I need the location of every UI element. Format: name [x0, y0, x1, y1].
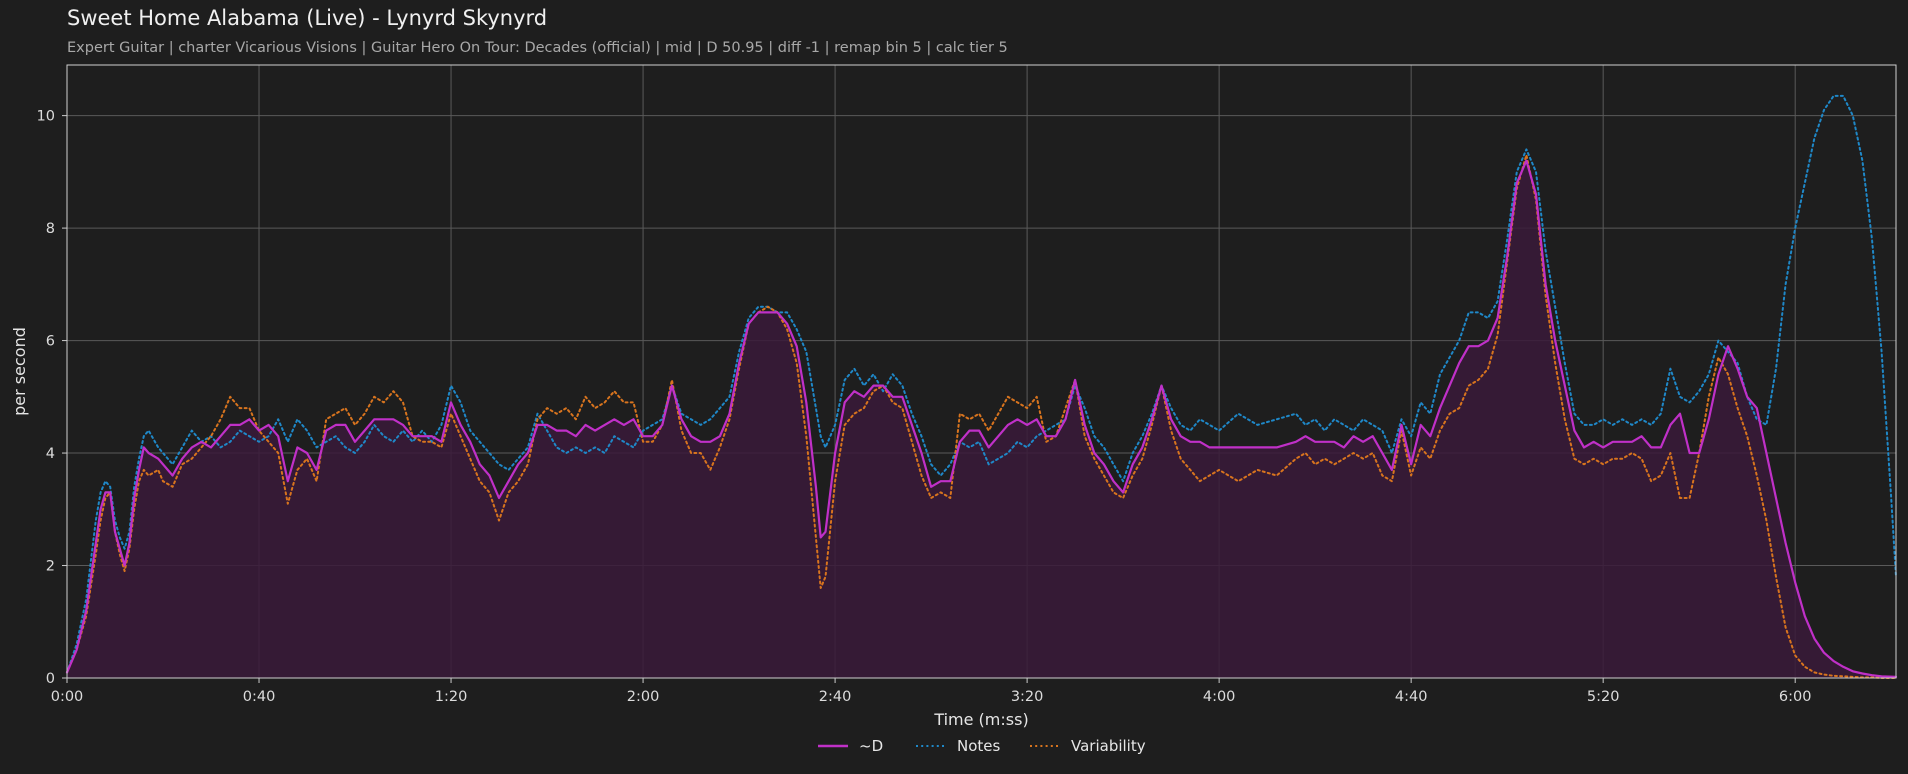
x-tick-label: 4:40 [1395, 689, 1428, 705]
series-line-notes [66, 94, 1897, 674]
series-line-variability [66, 154, 1897, 679]
x-tick-label: 0:40 [243, 689, 276, 705]
x-axis: 0:00 0:40 1:20 2:00 2:40 3:20 4:00 4:40 5:20 6:00 [51, 678, 1812, 705]
y-tick-label: 10 [37, 109, 55, 125]
legend: ~D Notes Variability [818, 737, 1146, 755]
x-tick-label: 0:00 [51, 689, 84, 705]
x-tick-label: 5:20 [1587, 689, 1620, 705]
y-tick-label: 8 [46, 221, 55, 237]
x-tick-label: 4:00 [1203, 689, 1236, 705]
y-axis: 0 2 4 6 8 10 [37, 109, 67, 687]
series-area-d [67, 160, 1896, 679]
legend-label: Variability [1071, 737, 1146, 755]
chart-subtitle: Expert Guitar | charter Vicarious Vision… [67, 40, 1008, 56]
x-tick-label: 6:00 [1779, 689, 1812, 705]
x-tick-label: 2:00 [627, 689, 660, 705]
x-tick-label: 2:40 [819, 689, 852, 705]
plot-frame [66, 64, 1897, 679]
y-tick-label: 0 [46, 671, 55, 687]
legend-label: ~D [859, 737, 883, 755]
y-tick-label: 6 [46, 334, 55, 350]
series-line-d [65, 159, 1898, 678]
chart-title: Sweet Home Alabama (Live) - Lynyrd Skyny… [67, 6, 548, 30]
y-tick-label: 2 [46, 559, 55, 575]
y-tick-label: 4 [46, 446, 55, 462]
x-tick-label: 3:20 [1011, 689, 1044, 705]
x-axis-label: Time (m:ss) [933, 710, 1028, 729]
x-tick-label: 1:20 [435, 689, 468, 705]
legend-label: Notes [957, 737, 1001, 755]
y-axis-label: per second [10, 327, 29, 416]
